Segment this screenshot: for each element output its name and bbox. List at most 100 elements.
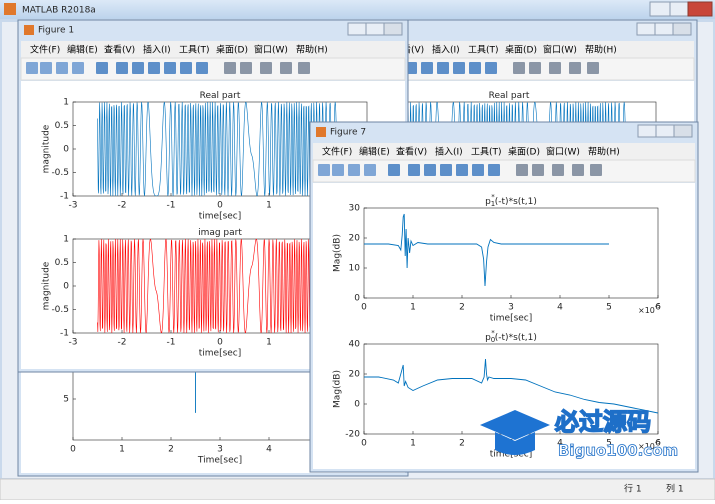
x-tick-label: 4 — [266, 445, 272, 455]
toolbar-button[interactable] — [72, 62, 84, 74]
menu-item[interactable]: 桌面(D) — [216, 44, 248, 56]
toolbar-button[interactable] — [532, 164, 544, 176]
toolbar-button[interactable] — [332, 164, 344, 176]
toolbar-button[interactable] — [440, 164, 452, 176]
minimize[interactable] — [672, 22, 692, 36]
toolbar-button[interactable] — [421, 62, 433, 74]
toolbar-button[interactable] — [590, 164, 602, 176]
minimize[interactable] — [383, 22, 403, 36]
toolbar-button[interactable] — [96, 62, 108, 74]
x-tick-label: 2 — [459, 439, 465, 449]
toolbar-button[interactable] — [196, 62, 208, 74]
toolbar-button[interactable] — [260, 62, 272, 74]
close[interactable] — [687, 1, 713, 17]
axes-title: Real part — [489, 91, 530, 101]
minimize[interactable] — [649, 1, 671, 17]
menu-item[interactable]: 插入(I) — [432, 44, 460, 56]
close[interactable] — [637, 124, 657, 138]
toolbar-button[interactable] — [456, 164, 468, 176]
maximize[interactable] — [655, 124, 675, 138]
toolbar-button[interactable] — [587, 62, 599, 74]
menu-item[interactable]: 窗口(W) — [546, 146, 580, 158]
toolbar-button[interactable] — [348, 164, 360, 176]
menu-item[interactable]: 插入(I) — [435, 146, 463, 158]
menu-item[interactable]: 文件(F) — [322, 146, 352, 158]
menu-item[interactable]: 窗口(W) — [543, 44, 577, 56]
title-text: p — [485, 333, 491, 343]
toolbar-button[interactable] — [148, 62, 160, 74]
axes-box — [363, 207, 659, 299]
maximize[interactable] — [669, 1, 689, 17]
menu-item[interactable]: 帮助(H) — [588, 146, 620, 158]
toolbar-button[interactable] — [364, 164, 376, 176]
figure-content: 0 1 2 3 4 5 60102030time[sec]Mag(dB)p1*(-t)*s(… — [333, 193, 662, 460]
toolbar-button[interactable] — [116, 62, 128, 74]
menu-item[interactable]: 查看(V) — [396, 146, 427, 158]
menu-item[interactable]: 窗口(W) — [254, 44, 288, 56]
toolbar-button[interactable] — [388, 164, 400, 176]
toolbar-button[interactable] — [572, 164, 584, 176]
toolbar-button[interactable] — [298, 62, 310, 74]
menu-item[interactable]: 工具(T) — [179, 45, 210, 56]
toolbar-button[interactable] — [40, 62, 52, 74]
menu-item[interactable]: 帮助(H) — [296, 44, 328, 56]
window-icon — [316, 127, 326, 137]
toolbar-button[interactable] — [424, 164, 436, 176]
toolbar-button[interactable] — [453, 62, 465, 74]
axis-multiplier: ×10-5 — [638, 439, 661, 451]
y-tick-label: 30 — [349, 204, 361, 214]
y-axis-label: Mag(dB) — [333, 370, 343, 408]
maximize[interactable] — [365, 22, 385, 36]
toolbar-button[interactable] — [569, 62, 581, 74]
menu-item[interactable]: 桌面(D) — [505, 44, 537, 56]
y-tick-label: 0.5 — [55, 258, 69, 268]
close[interactable] — [347, 22, 367, 36]
toolbar-button[interactable] — [516, 164, 528, 176]
toolbar-button[interactable] — [552, 164, 564, 176]
y-tick-label: 10 — [349, 264, 361, 274]
toolbar-button[interactable] — [469, 62, 481, 74]
menu-item[interactable]: 查看(V) — [104, 44, 135, 56]
x-tick-label: 0 — [217, 338, 223, 348]
menu-item[interactable]: 编辑(E) — [67, 44, 98, 56]
toolbar-button[interactable] — [513, 62, 525, 74]
toolbar-button[interactable] — [485, 62, 497, 74]
toolbar-button[interactable] — [132, 62, 144, 74]
menu-item[interactable]: 工具(T) — [468, 45, 499, 56]
toolbar-button[interactable] — [224, 62, 236, 74]
toolbar-button[interactable] — [472, 164, 484, 176]
toolbar-button[interactable] — [240, 62, 252, 74]
toolbar-button[interactable] — [56, 62, 68, 74]
toolbar-button[interactable] — [437, 62, 449, 74]
y-tick-label: 0 — [63, 145, 69, 155]
maximize[interactable] — [654, 22, 674, 36]
toolbar-button[interactable] — [180, 62, 192, 74]
toolbar-button[interactable] — [529, 62, 541, 74]
menu-item[interactable]: 文件(F) — [30, 44, 60, 56]
menu-item[interactable]: 插入(I) — [143, 44, 171, 56]
x-tick-label: 2 — [168, 445, 174, 455]
toolbar-button[interactable] — [164, 62, 176, 74]
menu-item[interactable]: 桌面(D) — [508, 146, 540, 158]
menu-item[interactable]: 编辑(E) — [359, 146, 390, 158]
minimize[interactable] — [673, 124, 693, 138]
toolbar-button[interactable] — [280, 62, 292, 74]
y-tick-label: -1 — [60, 329, 69, 339]
toolbar-button[interactable] — [26, 62, 38, 74]
toolbar-button[interactable] — [488, 164, 500, 176]
axes: 0 1 2 3 4 5 60102030time[sec]Mag(dB)p1*(-t)*s(… — [333, 193, 662, 324]
status-row: 行 1 — [624, 483, 642, 495]
x-tick-label: 3 — [217, 445, 223, 455]
close[interactable] — [636, 22, 656, 36]
toolbar-button[interactable] — [408, 164, 420, 176]
menu-item[interactable]: 帮助(H) — [585, 44, 617, 56]
toolbar-button[interactable] — [318, 164, 330, 176]
menu-item[interactable]: 工具(T) — [471, 147, 502, 158]
multiplier-base: ×10 — [638, 442, 655, 451]
y-tick-label: 0 — [63, 282, 69, 292]
x-tick-label: 6 — [655, 439, 661, 449]
window-title: Figure 7 — [330, 128, 366, 138]
multiplier-exp: -5 — [655, 439, 661, 446]
toolbar-button[interactable] — [549, 62, 561, 74]
